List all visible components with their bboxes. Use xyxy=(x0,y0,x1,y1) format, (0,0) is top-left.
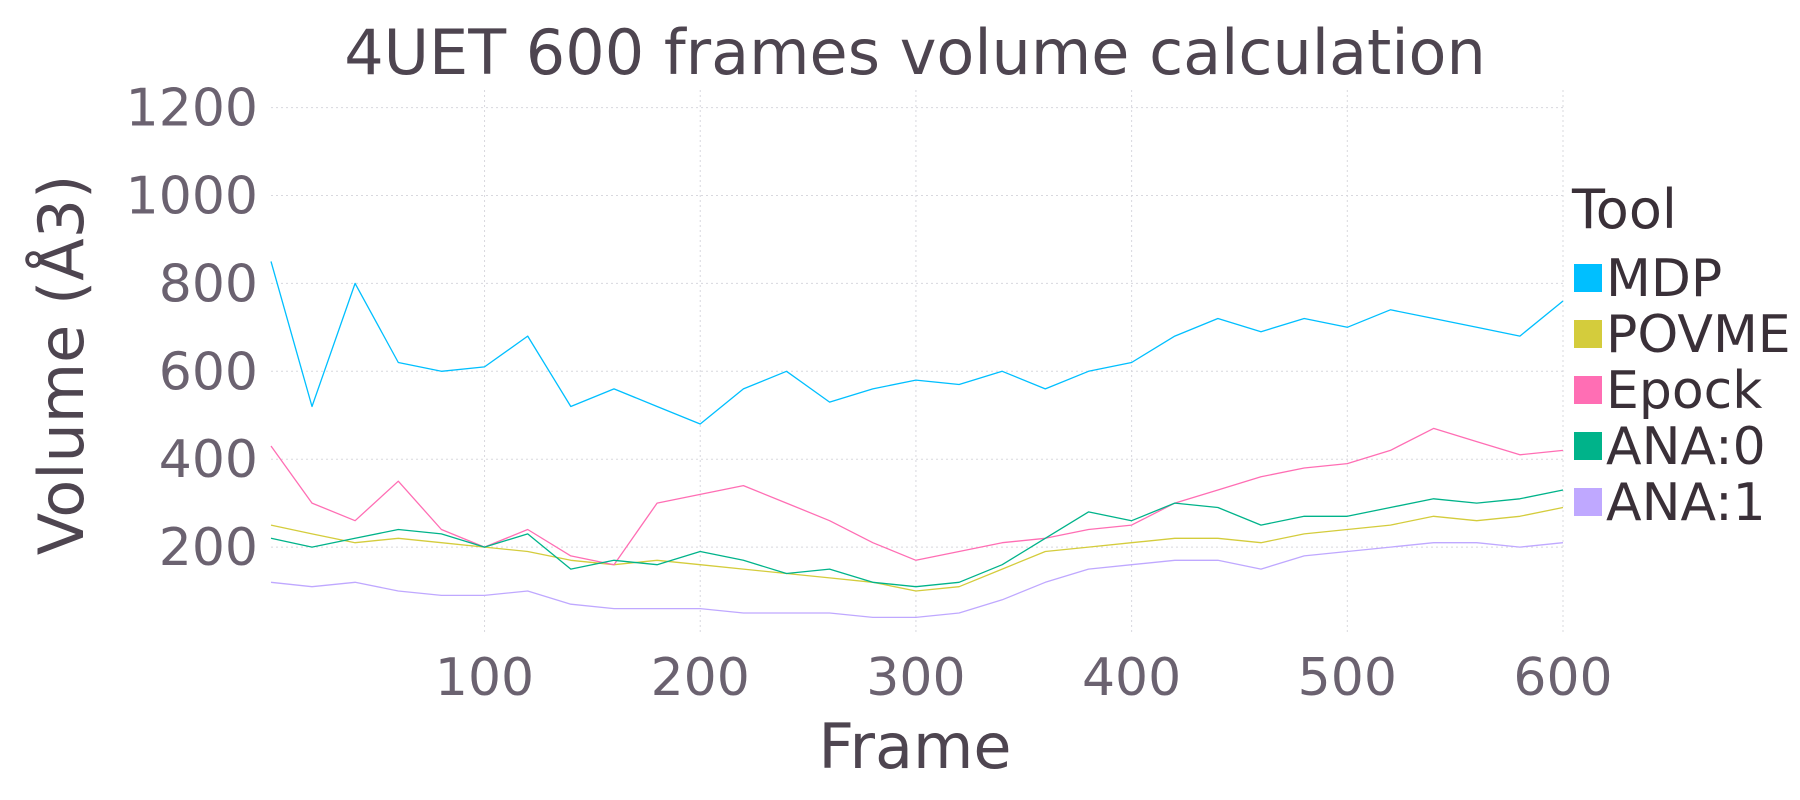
x-axis-label: Frame xyxy=(818,710,1011,783)
y-tick-label: 1200 xyxy=(126,79,258,139)
y-tick-label: 200 xyxy=(159,518,258,578)
legend-title: Tool xyxy=(1571,178,1677,241)
y-axis-label: Volume (Å3) xyxy=(25,175,98,556)
legend-label: ANA:1 xyxy=(1606,473,1766,533)
legend-label: ANA:0 xyxy=(1606,417,1766,477)
series-line-ana-1 xyxy=(270,542,1564,619)
series-line-mdp xyxy=(270,261,1564,425)
legend-swatch xyxy=(1574,320,1602,348)
y-tick-label: 600 xyxy=(159,342,258,402)
x-tick-label: 200 xyxy=(651,648,750,708)
chart-title: 4UET 600 frames volume calculation xyxy=(344,16,1486,89)
legend-swatch xyxy=(1574,264,1602,292)
x-tick-label: 400 xyxy=(1082,648,1181,708)
x-tick-label: 300 xyxy=(866,648,965,708)
series-line-epock xyxy=(270,427,1564,566)
legend-swatch xyxy=(1574,488,1602,516)
x-tick-label: 100 xyxy=(435,648,534,708)
legend-label: Epock xyxy=(1606,361,1762,421)
y-tick-label: 400 xyxy=(159,430,258,490)
x-tick-label: 600 xyxy=(1513,648,1612,708)
legend-swatch xyxy=(1574,432,1602,460)
grid-lines xyxy=(271,90,1564,635)
y-tick-label: 1000 xyxy=(126,166,258,226)
tick-labels: 100 200 300 400 500 600 200 400 600 800 1000 1200 xyxy=(126,79,1613,708)
legend-label: POVME xyxy=(1606,305,1791,365)
legend-label: MDP xyxy=(1606,249,1722,309)
series-line-ana-0 xyxy=(270,489,1564,588)
series-lines xyxy=(270,261,1564,619)
y-tick-label: 800 xyxy=(159,254,258,314)
x-tick-label: 500 xyxy=(1298,648,1397,708)
legend-swatch xyxy=(1574,376,1602,404)
